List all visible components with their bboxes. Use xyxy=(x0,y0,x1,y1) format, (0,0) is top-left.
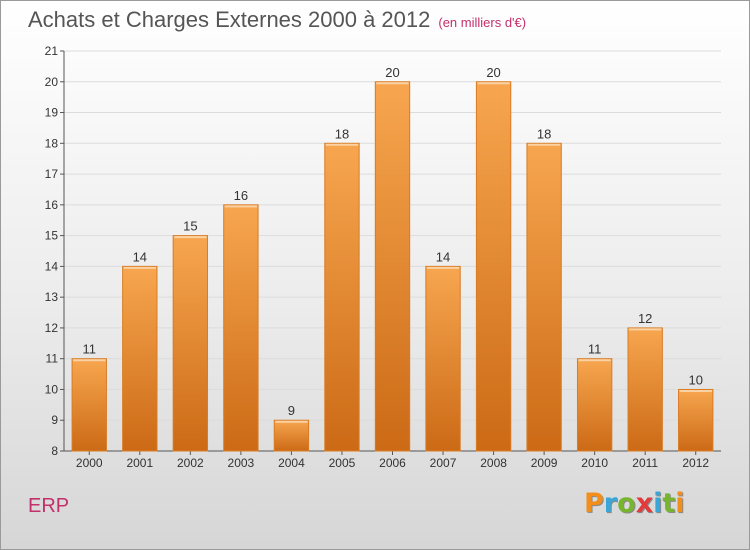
x-tick-label: 2010 xyxy=(581,456,608,470)
y-tick-label: 14 xyxy=(45,259,59,273)
y-tick-label: 10 xyxy=(45,382,59,396)
y-tick-label: 19 xyxy=(45,106,59,120)
bar-2004 xyxy=(273,419,310,452)
bar-2003 xyxy=(223,204,259,452)
x-tick-label: 2011 xyxy=(632,456,658,470)
data-label: 11 xyxy=(588,342,602,357)
data-label: 9 xyxy=(288,403,295,418)
bar-2010 xyxy=(576,358,613,452)
bar-2011 xyxy=(627,327,663,452)
bar-2008 xyxy=(475,81,512,452)
y-tick-label: 13 xyxy=(45,290,59,304)
bar-2002 xyxy=(172,235,209,452)
y-tick-label: 8 xyxy=(51,444,58,458)
chart-title: Achats et Charges Externes 2000 à 2012 (e… xyxy=(28,7,526,33)
y-tick-label: 18 xyxy=(45,136,59,150)
logo-letter: x xyxy=(635,488,654,519)
data-label: 12 xyxy=(638,311,652,326)
proxiti-logo: Proxiti xyxy=(584,488,685,519)
bar-2012 xyxy=(678,388,714,452)
data-label: 16 xyxy=(234,188,248,203)
y-tick-label: 16 xyxy=(45,198,59,212)
data-label: 20 xyxy=(385,65,399,80)
logo-letter: i xyxy=(675,488,685,519)
chart-subtitle: (en milliers d'€) xyxy=(438,15,527,30)
y-tick-label: 21 xyxy=(45,44,59,58)
bar-2005 xyxy=(324,142,360,452)
logo-letter: o xyxy=(617,488,636,519)
labels: 8 9 10 11 12 13 14 15 16 17 18 19 20 21 11 2000 14 2001 15… xyxy=(45,44,710,470)
data-label: 20 xyxy=(486,65,500,80)
data-label: 11 xyxy=(83,342,97,357)
y-tick-label: 12 xyxy=(45,321,59,335)
entity-name: ERP xyxy=(28,495,70,517)
x-tick-label: 2009 xyxy=(531,456,558,470)
x-tick-label: 2000 xyxy=(76,456,103,470)
logo-letter: i xyxy=(653,488,663,519)
bar-2001 xyxy=(122,265,158,452)
logo-letter: P xyxy=(584,488,604,519)
bar-2000 xyxy=(71,358,107,452)
x-tick-label: 2008 xyxy=(480,456,507,470)
x-tick-label: 2002 xyxy=(177,456,204,470)
bar-2009 xyxy=(526,142,562,452)
y-tick-label: 11 xyxy=(46,352,59,366)
bars xyxy=(71,81,714,452)
data-label: 15 xyxy=(183,219,197,234)
data-label: 18 xyxy=(335,126,349,141)
x-tick-label: 2003 xyxy=(228,456,255,470)
data-label: 18 xyxy=(537,126,551,141)
data-label: 10 xyxy=(688,372,702,387)
y-tick-label: 17 xyxy=(45,167,59,181)
y-tick-label: 20 xyxy=(45,75,59,89)
x-tick-label: 2001 xyxy=(126,456,153,470)
x-tick-label: 2007 xyxy=(430,456,457,470)
x-tick-label: 2006 xyxy=(379,456,406,470)
chart-title-text: Achats et Charges Externes 2000 à 2012 xyxy=(28,7,431,32)
y-tick-label: 9 xyxy=(51,413,58,427)
x-tick-label: 2005 xyxy=(329,456,356,470)
data-label: 14 xyxy=(133,249,147,264)
x-tick-label: 2012 xyxy=(682,456,709,470)
bar-2007 xyxy=(425,265,461,452)
data-label: 14 xyxy=(436,249,450,264)
x-tick-label: 2004 xyxy=(278,456,305,470)
bar-2006 xyxy=(374,81,411,452)
logo-letter: r xyxy=(603,488,618,519)
logo-letter: t xyxy=(662,488,676,519)
y-tick-label: 15 xyxy=(45,229,59,243)
